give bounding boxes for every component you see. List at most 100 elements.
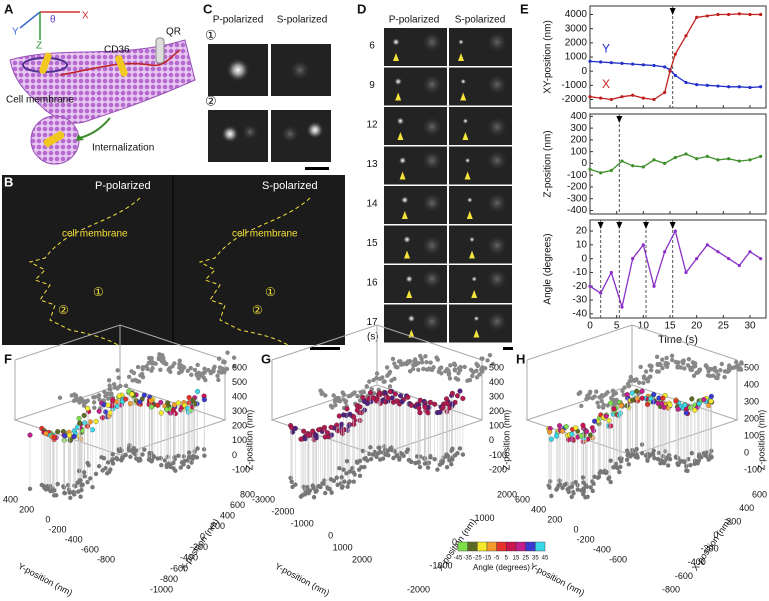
projection	[78, 494, 83, 499]
projection	[96, 464, 102, 469]
data-point	[673, 52, 677, 56]
projection	[627, 379, 632, 384]
particle	[458, 39, 464, 45]
tick-label: 400	[531, 504, 546, 514]
projection	[71, 398, 77, 404]
pointer	[471, 290, 478, 298]
data-point	[641, 63, 645, 67]
trajectory-point	[417, 410, 423, 416]
trajectory-point	[629, 397, 636, 403]
trajectory-point	[660, 395, 666, 401]
projection	[385, 373, 390, 378]
projection	[600, 405, 606, 410]
panel-label: A	[4, 1, 14, 16]
tick-label: -200	[489, 464, 507, 474]
projection	[480, 369, 485, 374]
projection	[641, 374, 647, 379]
projection	[67, 490, 72, 495]
projection	[337, 399, 343, 404]
x-tick-label: 5	[614, 321, 620, 332]
axis-title: Y-position (nm)	[528, 561, 586, 598]
projection	[345, 484, 350, 489]
projection	[675, 365, 680, 370]
trajectory-point	[336, 413, 342, 419]
projection	[303, 490, 308, 496]
panel-label: B	[4, 174, 13, 189]
haze	[422, 269, 442, 289]
projection	[307, 488, 313, 493]
trajectory-point	[357, 404, 363, 410]
projection	[622, 385, 627, 390]
projection	[135, 364, 141, 370]
image-title: S-polarized	[262, 180, 318, 192]
scale-bar	[305, 167, 329, 170]
trajectory-point	[634, 388, 640, 394]
colorbar-cell	[477, 541, 488, 552]
projection	[457, 446, 463, 451]
data-point	[599, 291, 603, 295]
trajectory-point	[557, 423, 563, 429]
projection	[599, 398, 604, 404]
projection	[480, 356, 485, 361]
projection	[733, 359, 739, 365]
box-top	[271, 324, 483, 361]
projection	[105, 391, 110, 396]
pointer	[404, 250, 410, 259]
projection	[673, 454, 679, 460]
projection	[120, 455, 125, 461]
tick-label: 500	[489, 362, 504, 372]
projection	[547, 485, 552, 490]
data-point	[716, 158, 720, 162]
time-label: 14	[366, 199, 378, 210]
trajectory-point	[618, 403, 624, 409]
projection	[136, 379, 142, 384]
pointer	[464, 171, 471, 180]
projection	[708, 455, 714, 460]
projection	[82, 474, 87, 479]
particle	[226, 58, 250, 82]
pointer	[460, 92, 467, 101]
projection	[467, 377, 473, 383]
tick-label: 1000	[475, 513, 495, 523]
trajectory-point	[696, 401, 702, 407]
projection	[709, 366, 714, 372]
projection	[62, 491, 68, 496]
trajectory-point	[587, 432, 594, 438]
haze	[487, 32, 507, 52]
projection	[429, 367, 435, 373]
y-axis-title: Angle (degrees)	[543, 233, 554, 304]
data-point	[737, 263, 741, 268]
projection	[374, 371, 380, 376]
trajectory-point	[93, 418, 99, 425]
data-point	[705, 243, 709, 247]
box-top	[14, 324, 226, 361]
projection	[126, 445, 132, 451]
projection	[599, 393, 605, 398]
projection	[608, 458, 613, 463]
projection	[437, 462, 443, 467]
projection	[216, 369, 222, 374]
nanorod	[43, 131, 65, 147]
tick-label: -2000	[271, 506, 294, 516]
panel-d: D P-polarized S-polarized (s) 6 9 12 13 14 15…	[357, 1, 513, 350]
projection	[716, 372, 721, 377]
projection	[102, 389, 107, 394]
projection	[738, 367, 744, 372]
projection	[217, 365, 223, 370]
projection	[435, 357, 441, 362]
tick-label: -800	[662, 584, 680, 594]
data-point	[759, 154, 763, 158]
data-point	[705, 14, 709, 18]
projection	[554, 487, 559, 492]
receptor	[155, 37, 165, 64]
trajectory-point	[563, 424, 569, 430]
projection	[421, 366, 426, 372]
projection	[618, 464, 623, 470]
projection	[669, 357, 675, 363]
projection	[417, 464, 423, 470]
tick-label: 2000	[352, 554, 372, 564]
projection	[626, 462, 631, 467]
pointer	[393, 53, 399, 61]
trajectory-point	[43, 430, 49, 437]
haze	[487, 193, 507, 213]
